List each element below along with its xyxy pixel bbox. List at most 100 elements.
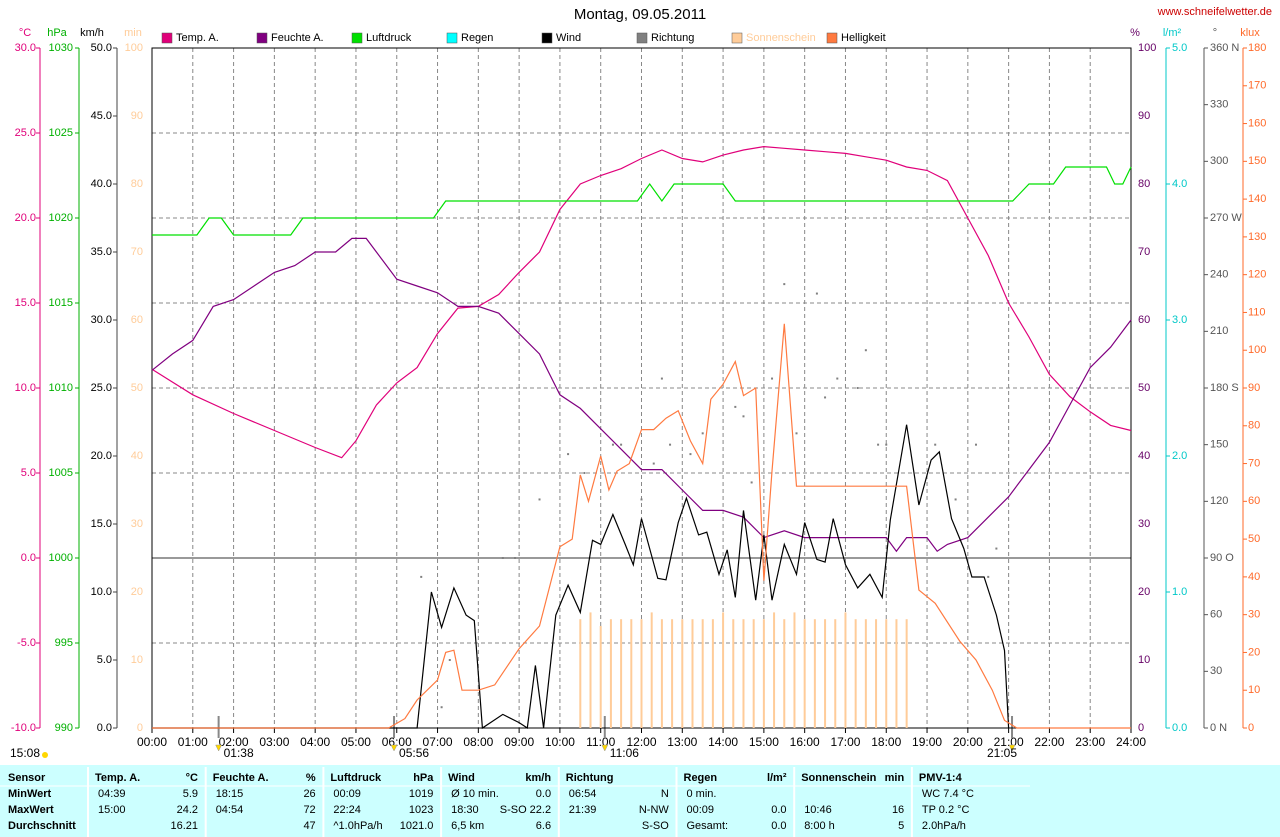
direction-dot bbox=[987, 575, 990, 578]
x-tick-label: 08:00 bbox=[463, 735, 493, 749]
direction-dot bbox=[501, 557, 504, 559]
direction-dot bbox=[864, 349, 867, 352]
axis-tick-label: 10 bbox=[1248, 684, 1260, 696]
event-label: 05:56 bbox=[399, 746, 429, 760]
direction-dot bbox=[954, 498, 957, 501]
cell-right: 47 bbox=[303, 820, 315, 832]
cell-right: 5.9 bbox=[183, 788, 198, 800]
source[interactable]: www.schneifelwetter.de bbox=[1157, 6, 1272, 18]
axis-tick-label: 120 bbox=[1210, 495, 1228, 507]
axis-tick-label: 60 bbox=[1248, 495, 1260, 507]
axis-tick-label: 1025 bbox=[49, 127, 73, 139]
axis-tick-label: 360 N bbox=[1210, 42, 1239, 54]
x-tick-label: 13:00 bbox=[667, 735, 697, 749]
axis-tick-label: 30 bbox=[1210, 665, 1222, 677]
direction-dot bbox=[660, 377, 663, 380]
axis-tick-label: 45.0 bbox=[91, 110, 112, 122]
axis-tick-label: 1020 bbox=[49, 212, 73, 224]
cell-right: 16.21 bbox=[170, 820, 198, 832]
legend-label: Wind bbox=[556, 32, 581, 44]
cell-right: 24.2 bbox=[177, 804, 198, 816]
axis-tick-label: 20.0 bbox=[91, 450, 112, 462]
cell-right: 6.6 bbox=[536, 820, 551, 832]
sunshine-bar bbox=[681, 619, 684, 728]
cell-left: 18:15 bbox=[216, 788, 244, 800]
chart-title: Montag, 09.05.2011 bbox=[574, 6, 706, 23]
direction-dot bbox=[734, 405, 737, 408]
axis-tick-label: 30.0 bbox=[91, 314, 112, 326]
cell-left: 04:54 bbox=[216, 804, 244, 816]
x-tick-label: 24:00 bbox=[1116, 735, 1146, 749]
sunshine-bar bbox=[834, 619, 837, 728]
series-line bbox=[152, 424, 1010, 730]
sunshine-bar bbox=[783, 619, 786, 728]
cell-right: 1019 bbox=[409, 788, 433, 800]
x-tick-label: 11:00 bbox=[586, 735, 615, 749]
axis-tick-label: 50 bbox=[131, 382, 143, 394]
axis-tick-label: 25.0 bbox=[91, 382, 112, 394]
direction-dot bbox=[885, 443, 888, 446]
event-label: 01:38 bbox=[224, 746, 254, 760]
axis-tick-label: 5.0 bbox=[21, 467, 36, 479]
x-tick-label: 04:00 bbox=[300, 735, 330, 749]
sunshine-bar bbox=[864, 619, 867, 728]
axis-tick-label: 25.0 bbox=[15, 127, 36, 139]
moon-label: 15:08 bbox=[10, 746, 40, 760]
axis-tick-label: 50 bbox=[1248, 533, 1260, 545]
x-tick-label: 18:00 bbox=[871, 735, 901, 749]
axis-tick-label: 30 bbox=[131, 518, 143, 530]
axis-tick-label: 30 bbox=[1138, 518, 1150, 530]
sunshine-bar bbox=[793, 612, 796, 728]
moon-icon bbox=[42, 752, 48, 758]
group-unit: °C bbox=[186, 772, 198, 784]
x-tick-label: 01:00 bbox=[178, 735, 208, 749]
sunshine-bar bbox=[905, 619, 908, 728]
direction-dot bbox=[567, 453, 570, 456]
axis-tick-label: 0 bbox=[1138, 722, 1144, 734]
cell-right: 16 bbox=[892, 804, 904, 816]
direction-dot bbox=[934, 443, 937, 446]
direction-dot bbox=[742, 415, 745, 418]
cell-left: 18:30 bbox=[451, 804, 479, 816]
axis-tick-label: 270 W bbox=[1210, 212, 1242, 224]
cell-left: 6,5 km bbox=[451, 820, 484, 832]
x-tick-label: 02:00 bbox=[219, 735, 249, 749]
legend-label: Sonnenschein bbox=[746, 32, 816, 44]
legend-swatch bbox=[636, 32, 648, 44]
x-tick-label: 16:00 bbox=[790, 735, 820, 749]
direction-dot bbox=[795, 432, 798, 435]
axis-tick-label: 80 bbox=[131, 178, 143, 190]
direction-dot bbox=[815, 292, 818, 295]
cell-left: 00:09 bbox=[333, 788, 361, 800]
cell-right: 1023 bbox=[409, 804, 433, 816]
direction-dot bbox=[448, 659, 451, 661]
axis-tick-label: 210 bbox=[1210, 325, 1228, 337]
axis-tick-label: 70 bbox=[131, 246, 143, 258]
cell-left: Gesamt: bbox=[687, 820, 729, 832]
x-tick-label: 05:00 bbox=[341, 735, 371, 749]
axis-tick-label: 90 bbox=[131, 110, 143, 122]
axis-title: l/m² bbox=[1163, 27, 1182, 39]
event-marker bbox=[601, 744, 609, 752]
axis-tick-label: 100 bbox=[125, 42, 143, 54]
axis-title: ° bbox=[1213, 27, 1217, 39]
sunshine-bar bbox=[844, 612, 847, 728]
group-unit: % bbox=[306, 772, 316, 784]
sunshine-bar bbox=[752, 619, 755, 728]
sunshine-bar bbox=[630, 619, 633, 728]
cell-left: WC 7.4 °C bbox=[922, 788, 974, 800]
sunshine-bar bbox=[620, 619, 623, 728]
axis-title: klux bbox=[1240, 27, 1260, 39]
axis-tick-label: 990 bbox=[55, 722, 73, 734]
sunshine-bar bbox=[742, 619, 745, 728]
sunshine-bar bbox=[762, 619, 765, 728]
direction-dot bbox=[669, 443, 672, 446]
x-tick-label: 09:00 bbox=[504, 735, 534, 749]
row-label: Sensor bbox=[8, 772, 46, 784]
axis-tick-label: 3.0 bbox=[1172, 314, 1187, 326]
axis-tick-label: 0.0 bbox=[1172, 722, 1187, 734]
cell-right: 0.0 bbox=[771, 804, 786, 816]
axis-tick-label: 1010 bbox=[49, 382, 73, 394]
